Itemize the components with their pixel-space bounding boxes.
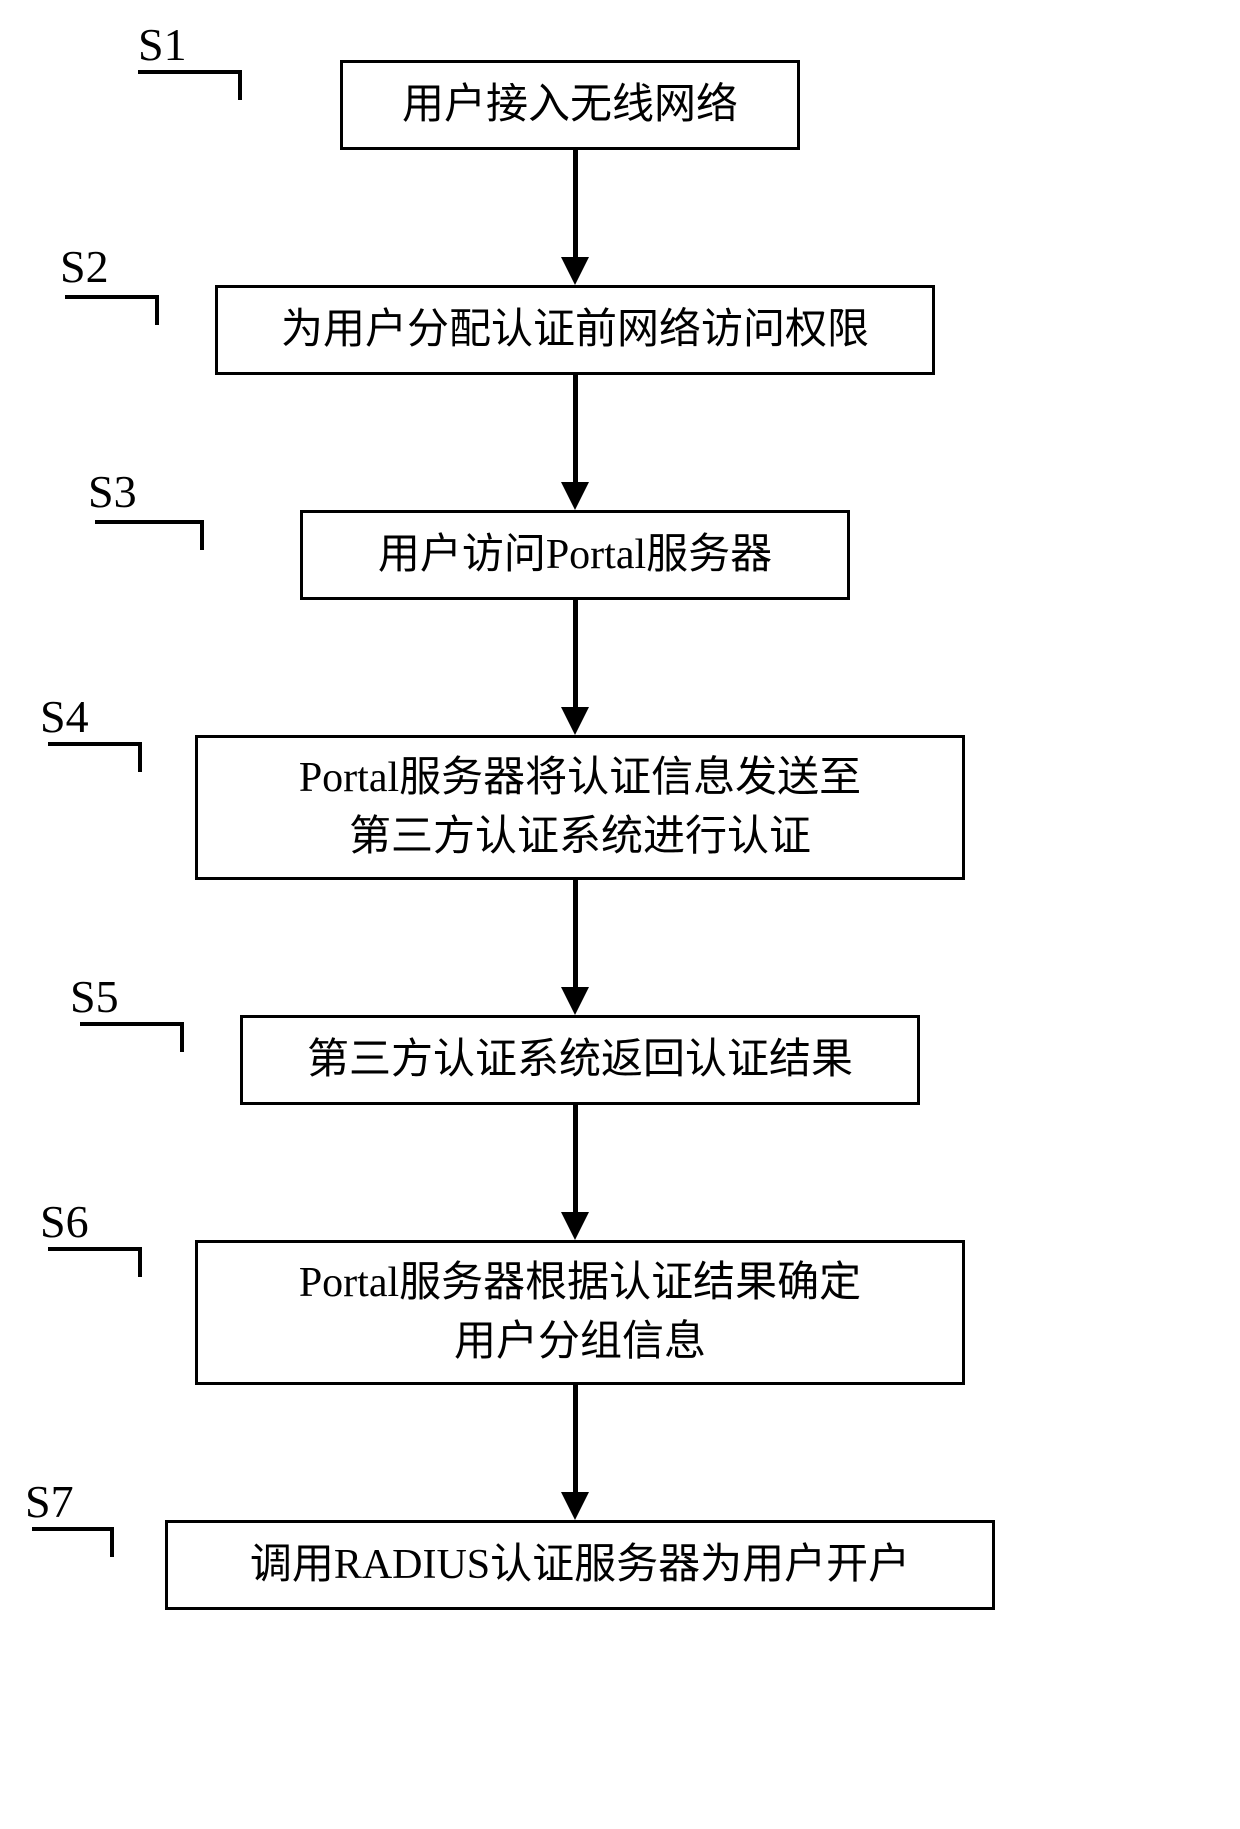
label-connector-h-s3 — [95, 520, 200, 524]
step-label-s4: S4 — [40, 690, 89, 743]
arrow-line — [573, 150, 578, 257]
step-label-s2: S2 — [60, 240, 109, 293]
arrow-head-icon — [561, 257, 589, 285]
step-box-s3: 用户访问Portal服务器 — [300, 510, 850, 600]
label-connector-v-s6 — [138, 1247, 142, 1277]
step-label-s6: S6 — [40, 1195, 89, 1248]
arrow-line — [573, 1385, 578, 1492]
arrow-head-icon — [561, 482, 589, 510]
arrow-line — [573, 600, 578, 707]
label-connector-v-s3 — [200, 520, 204, 550]
label-connector-h-s5 — [80, 1022, 180, 1026]
arrow-line — [573, 1105, 578, 1212]
step-box-s1: 用户接入无线网络 — [340, 60, 800, 150]
label-connector-h-s6 — [48, 1247, 138, 1251]
step-label-text: S2 — [60, 241, 109, 292]
step-text: Portal服务器根据认证结果确定 用户分组信息 — [299, 1254, 861, 1372]
step-text: 用户接入无线网络 — [402, 76, 738, 135]
label-connector-v-s7 — [110, 1527, 114, 1557]
step-label-s3: S3 — [88, 465, 137, 518]
step-label-s1: S1 — [138, 18, 187, 71]
step-text: 第三方认证系统返回认证结果 — [307, 1031, 853, 1090]
arrow-head-icon — [561, 1492, 589, 1520]
label-connector-v-s1 — [238, 70, 242, 100]
step-label-text: S3 — [88, 466, 137, 517]
arrow-line — [573, 880, 578, 987]
step-label-s7: S7 — [25, 1475, 74, 1528]
step-box-s4: Portal服务器将认证信息发送至 第三方认证系统进行认证 — [195, 735, 965, 880]
step-text: 用户访问Portal服务器 — [378, 526, 772, 585]
step-label-text: S6 — [40, 1196, 89, 1247]
label-connector-h-s7 — [32, 1527, 110, 1531]
label-connector-v-s5 — [180, 1022, 184, 1052]
step-box-s7: 调用RADIUS认证服务器为用户开户 — [165, 1520, 995, 1610]
step-label-text: S1 — [138, 19, 187, 70]
arrow-head-icon — [561, 707, 589, 735]
arrow-head-icon — [561, 1212, 589, 1240]
step-label-text: S7 — [25, 1476, 74, 1527]
label-connector-h-s4 — [48, 742, 138, 746]
arrow-head-icon — [561, 987, 589, 1015]
step-label-text: S5 — [70, 971, 119, 1022]
step-label-text: S4 — [40, 691, 89, 742]
step-box-s5: 第三方认证系统返回认证结果 — [240, 1015, 920, 1105]
label-connector-v-s4 — [138, 742, 142, 772]
label-connector-h-s2 — [65, 295, 155, 299]
step-text: Portal服务器将认证信息发送至 第三方认证系统进行认证 — [299, 749, 861, 867]
step-box-s6: Portal服务器根据认证结果确定 用户分组信息 — [195, 1240, 965, 1385]
step-text: 调用RADIUS认证服务器为用户开户 — [250, 1536, 910, 1595]
label-connector-h-s1 — [138, 70, 238, 74]
label-connector-v-s2 — [155, 295, 159, 325]
step-box-s2: 为用户分配认证前网络访问权限 — [215, 285, 935, 375]
arrow-line — [573, 375, 578, 482]
step-label-s5: S5 — [70, 970, 119, 1023]
flowchart-container: S1 用户接入无线网络 S2 为用户分配认证前网络访问权限 S3 用户访问Por… — [0, 0, 1240, 1829]
step-text: 为用户分配认证前网络访问权限 — [281, 301, 869, 360]
